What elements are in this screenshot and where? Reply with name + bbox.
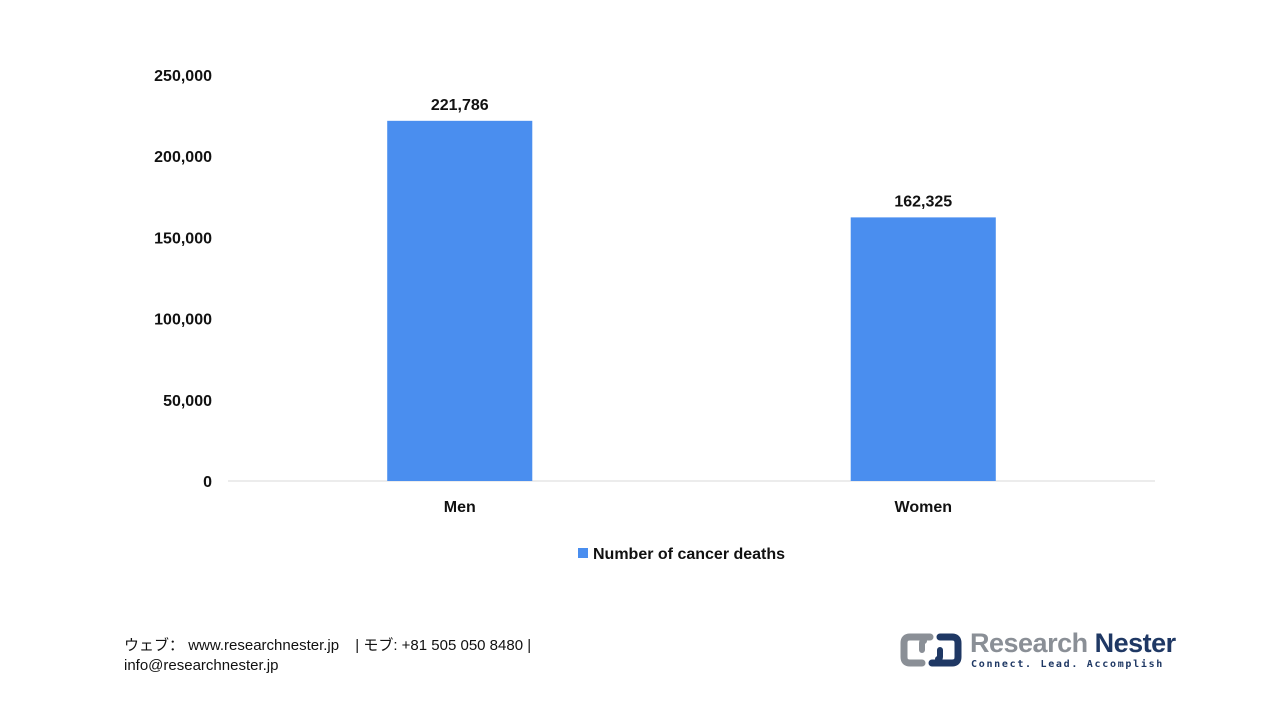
x-axis: Men Women (444, 499, 952, 516)
bar-chart: 0 50,000 100,000 150,000 200,000 250,000 221,… (154, 68, 1155, 563)
footer-line-1: ウェブ： www.researchnester.jp | モブ: +81 505… (124, 636, 531, 656)
research-nester-logo-icon (900, 633, 962, 667)
web-label: ウェブ： (124, 637, 185, 654)
data-label: 162,325 (894, 193, 952, 210)
logo-word-nester: Nester (1094, 628, 1177, 658)
logo-wordmark: Research Nester (970, 628, 1176, 658)
phone-number: +81 505 050 8480 (401, 637, 524, 654)
legend-swatch (578, 548, 588, 558)
phone-end-separator: | (527, 637, 532, 654)
y-tick-label: 200,000 (154, 149, 212, 166)
bar-men (387, 120, 533, 482)
contact-footer: ウェブ： www.researchnester.jp | モブ: +81 505… (124, 636, 531, 676)
y-tick-label: 150,000 (154, 230, 212, 247)
web-url[interactable]: www.researchnester.jp (188, 637, 340, 654)
legend-label: Number of cancer deaths (593, 546, 785, 563)
data-label: 221,786 (431, 97, 489, 114)
footer-line-2: info@researchnester.jp (124, 656, 531, 676)
y-tick-label: 100,000 (154, 312, 212, 329)
bars: 221,786 162,325 (387, 97, 996, 482)
x-tick-label: Men (444, 499, 476, 516)
legend: Number of cancer deaths (578, 546, 785, 563)
phone-label: | モブ: (355, 637, 398, 654)
bar-women (850, 217, 996, 481)
y-axis: 0 50,000 100,000 150,000 200,000 250,000 (154, 68, 212, 491)
x-tick-label: Women (895, 499, 952, 516)
email-link[interactable]: info@researchnester.jp (124, 657, 279, 674)
logo-word-research: Research (970, 628, 1088, 658)
logo-tagline: Connect. Lead. Accomplish (971, 659, 1165, 670)
research-nester-logo: Research Nester Connect. Lead. Accomplis… (900, 628, 1176, 672)
y-tick-label: 250,000 (154, 68, 212, 85)
y-tick-label: 0 (203, 474, 212, 491)
y-tick-label: 50,000 (163, 393, 212, 410)
